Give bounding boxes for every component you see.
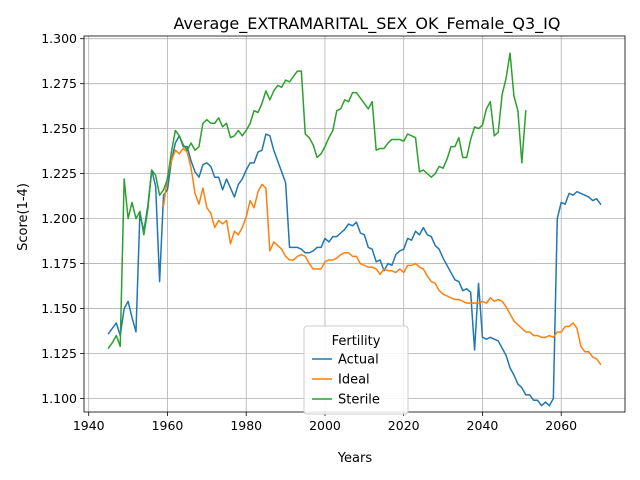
x-tick-label: 1980	[230, 418, 262, 433]
y-tick-label: 1.100	[41, 391, 77, 406]
series-line-ideal	[162, 147, 602, 366]
y-tick-label: 1.125	[41, 346, 77, 361]
series-line-actual	[107, 133, 602, 407]
legend-label-actual: Actual	[338, 353, 379, 368]
x-tick-label: 1960	[152, 418, 184, 433]
series-line-sterile	[107, 52, 527, 349]
y-axis-ticks: 1.100 1.125 1.150 1.175 1.200 1.225 1.250 1.275…	[41, 31, 84, 406]
legend-title: Fertility	[332, 334, 381, 349]
legend-label-sterile: Sterile	[338, 393, 380, 408]
series-lines	[107, 52, 602, 407]
legend-entries: Actual Ideal Sterile	[312, 353, 380, 408]
x-tick-label: 2000	[309, 418, 341, 433]
x-tick-label: 2020	[388, 418, 420, 433]
y-tick-label: 1.275	[41, 76, 77, 91]
chart-title: Average_EXTRAMARITAL_SEX_OK_Female_Q3_IQ	[174, 14, 561, 34]
x-axis-label: Years	[337, 451, 373, 466]
y-tick-label: 1.175	[41, 256, 77, 271]
y-tick-label: 1.150	[41, 301, 77, 316]
x-tick-label: 1940	[73, 418, 105, 433]
y-tick-label: 1.200	[41, 211, 77, 226]
y-tick-label: 1.300	[41, 31, 77, 46]
legend-box	[303, 325, 409, 415]
y-tick-label: 1.225	[41, 166, 77, 181]
y-tick-label: 1.250	[41, 121, 77, 136]
x-tick-label: 2060	[545, 418, 577, 433]
y-axis-label: Score(1-4)	[16, 183, 31, 251]
legend-label-ideal: Ideal	[338, 373, 370, 388]
x-tick-label: 2040	[467, 418, 499, 433]
legend: Fertility Actual Ideal Sterile	[303, 325, 409, 415]
grid	[84, 36, 625, 412]
x-axis-ticks: 1940 1960 1980 2000 2020 2040 2060	[73, 412, 577, 433]
